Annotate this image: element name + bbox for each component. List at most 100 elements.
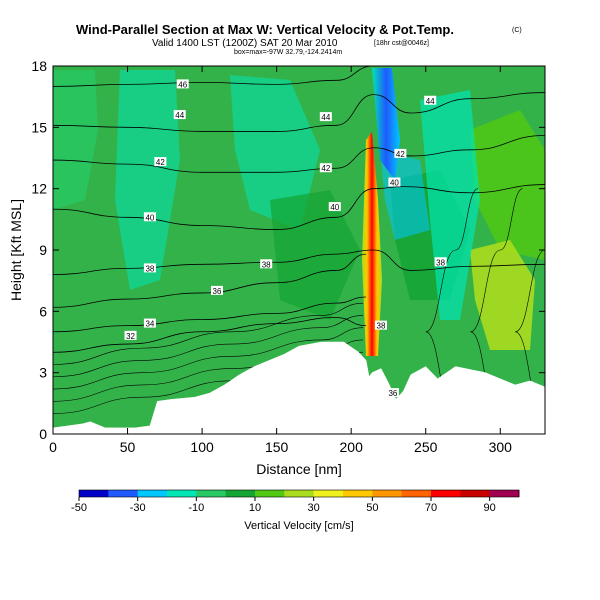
colorbar-label: Vertical Velocity [cm/s] xyxy=(244,520,353,532)
x-axis-label: Distance [nm] xyxy=(256,461,342,477)
colorbar-segment xyxy=(313,490,344,497)
colorbar-segment xyxy=(225,490,256,497)
x-tick-label: 150 xyxy=(265,439,289,455)
theta-contour-line xyxy=(53,296,367,333)
weak-updraft-area xyxy=(115,70,180,290)
colorbar-segment xyxy=(255,490,285,497)
contour-label-box xyxy=(124,330,137,340)
contour-label: 38 xyxy=(145,264,154,273)
moderate-updraft-area xyxy=(470,240,535,350)
contour-label-box xyxy=(319,163,332,173)
contour-label-box xyxy=(394,148,407,158)
colorbar-tick-label: 30 xyxy=(308,502,320,514)
contour-label: 32 xyxy=(126,332,135,341)
theta-contour-line xyxy=(53,253,367,308)
colorbar-tick-label: -50 xyxy=(71,502,87,514)
chart-subtitle-extra: [18hr cst@0046z] xyxy=(374,40,429,47)
weak-updraft-area xyxy=(53,70,98,210)
colorbar-segment xyxy=(489,490,520,497)
contour-label: 42 xyxy=(321,164,330,173)
y-tick-label: 12 xyxy=(31,181,47,197)
colorbar-tick-label: -10 xyxy=(188,502,204,514)
contour-labels: 46 44 44 44 42 42 42 40 40 40 38 38 38 36 34 32 38 36 xyxy=(124,79,447,398)
x-tick-label: 250 xyxy=(414,439,438,455)
contour-label-box xyxy=(211,285,223,295)
contour-label: 40 xyxy=(330,203,339,212)
theta-contour-line xyxy=(53,66,374,87)
chart-title-mark: (C) xyxy=(512,27,522,34)
plot-area: 46 44 44 44 42 42 42 40 40 40 38 38 38 36 34 32 38 36 xyxy=(53,66,545,434)
colorbar-segment xyxy=(79,490,109,497)
chart-title: Wind-Parallel Section at Max W: Vertical… xyxy=(76,22,454,37)
x-tick-label: 100 xyxy=(190,439,214,455)
contour-label: 40 xyxy=(145,213,154,222)
colorbar-tick-label: 50 xyxy=(366,502,378,514)
colorbar-tick-label: -30 xyxy=(130,502,146,514)
contour-label: 42 xyxy=(156,158,165,167)
x-tick-label: 0 xyxy=(49,439,57,455)
terrain xyxy=(53,341,545,434)
colorbar-segment xyxy=(460,490,491,497)
contour-label-box xyxy=(319,112,332,122)
colorbar-segment xyxy=(108,490,139,497)
contour-label-box xyxy=(143,212,156,222)
moderate-updraft-area xyxy=(470,110,545,260)
colorbar-segment xyxy=(196,490,227,497)
y-tick-label: 15 xyxy=(31,119,47,135)
colorbar-tick-label: 90 xyxy=(484,502,496,514)
y-tick-label: 3 xyxy=(39,365,47,381)
theta-contour-line xyxy=(53,135,545,173)
colorbar-tick-label: 70 xyxy=(425,502,437,514)
contour-label: 44 xyxy=(175,111,184,120)
contour-label: 38 xyxy=(262,260,271,269)
contour-label: 36 xyxy=(388,389,397,398)
contour-label: 44 xyxy=(321,113,330,122)
contour-label: 38 xyxy=(436,258,445,267)
contour-label: 40 xyxy=(390,179,399,188)
weak-updraft-area xyxy=(270,190,360,320)
y-tick-label: 0 xyxy=(39,426,47,442)
y-tick-label: 18 xyxy=(31,58,47,74)
colorbar: -50 -30 -10 10 30 50 70 90 xyxy=(71,489,520,514)
theta-contour-line xyxy=(53,92,545,132)
colorbar-segment xyxy=(167,490,197,497)
theta-contour-line xyxy=(53,327,364,390)
contour-label-box xyxy=(260,259,273,269)
contour-label-box xyxy=(328,202,341,212)
colorbar-segment xyxy=(284,490,315,497)
colorbar-segment xyxy=(137,490,168,497)
colorbar-frame xyxy=(78,489,520,498)
x-tick-label: 50 xyxy=(120,439,136,455)
contour-label: 34 xyxy=(145,320,154,329)
updraft-core xyxy=(362,132,382,356)
contour-label: 46 xyxy=(178,80,187,89)
contour-label: 44 xyxy=(426,97,435,106)
weak-updraft-area xyxy=(230,75,320,230)
colorbar-segment xyxy=(372,490,403,497)
y-axis-label: Height [Kft MSL] xyxy=(8,199,24,301)
theta-contour-line xyxy=(53,315,364,378)
contour-label-box xyxy=(386,388,399,398)
contour-label-box xyxy=(143,318,156,328)
contour-label-box xyxy=(176,79,189,89)
x-tick-label: 300 xyxy=(489,439,513,455)
contour-label-box xyxy=(375,320,387,330)
contour-label-box xyxy=(434,257,447,267)
contour-label-box xyxy=(424,95,437,105)
chart-subtitle-small: box=max=-97W 32.79,-124.2414m xyxy=(234,49,342,56)
contour-label: 36 xyxy=(213,287,222,296)
contour-label-box xyxy=(143,263,156,273)
colorbar-segment xyxy=(431,490,461,497)
contour-label-box xyxy=(388,177,401,187)
contour-label-box xyxy=(173,110,186,120)
y-tick-label: 6 xyxy=(39,303,47,319)
contour-label: 42 xyxy=(396,150,405,159)
theta-contour-line xyxy=(53,302,364,365)
contour-label-box xyxy=(154,157,167,167)
colorbar-tick-label: 10 xyxy=(249,502,261,514)
x-tick-label: 200 xyxy=(340,439,364,455)
colorbar-segment xyxy=(343,490,373,497)
contour-label: 38 xyxy=(377,322,386,331)
